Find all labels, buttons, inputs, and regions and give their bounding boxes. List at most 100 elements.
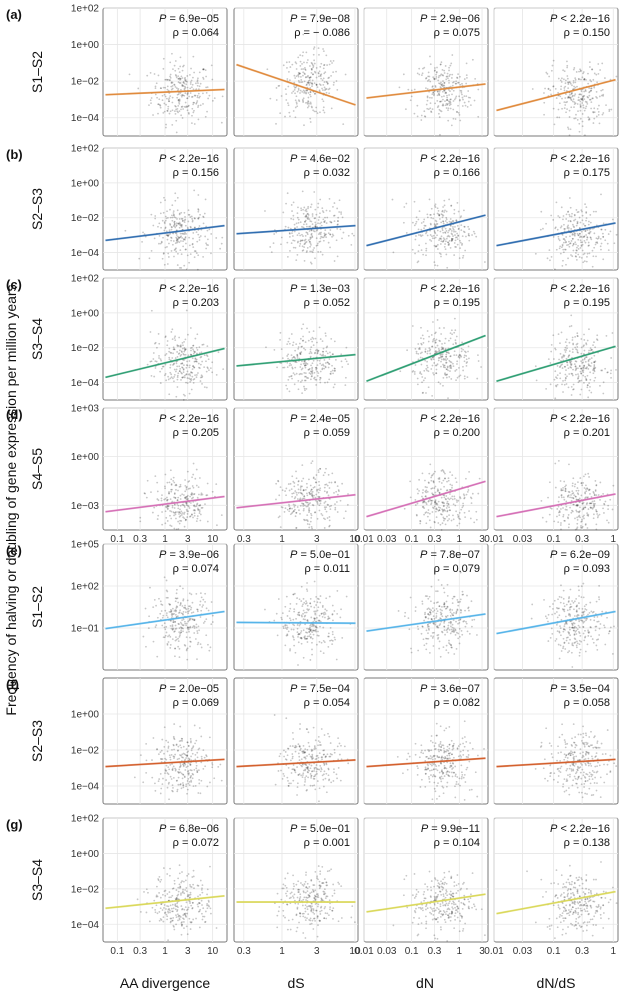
data-point	[601, 113, 604, 116]
data-point	[448, 94, 450, 96]
data-point	[462, 369, 465, 372]
data-point	[476, 377, 479, 380]
data-point	[584, 230, 587, 233]
data-point	[177, 88, 180, 90]
data-point	[441, 508, 443, 511]
data-point	[166, 238, 169, 241]
data-point	[319, 222, 321, 225]
p-symbol: P	[550, 13, 558, 25]
data-point	[577, 489, 580, 492]
data-point	[299, 380, 302, 383]
data-point	[309, 636, 312, 639]
data-point	[189, 327, 192, 329]
data-point	[571, 492, 574, 495]
data-point	[306, 102, 309, 105]
data-point	[615, 368, 617, 371]
data-point	[585, 503, 588, 505]
data-point	[301, 239, 303, 242]
data-point	[581, 96, 584, 99]
data-point	[571, 339, 574, 341]
data-point	[577, 351, 579, 354]
data-point	[324, 483, 327, 486]
rho-value-label: ρ = 0.052	[304, 297, 350, 309]
data-point	[305, 223, 308, 226]
data-point	[302, 609, 305, 612]
data-point	[192, 103, 195, 106]
data-point	[335, 70, 337, 73]
data-point	[168, 393, 171, 396]
data-point	[290, 364, 293, 366]
data-point	[568, 350, 571, 353]
data-point	[192, 232, 195, 234]
data-point	[297, 611, 300, 614]
data-point	[171, 101, 174, 104]
data-point	[321, 210, 324, 212]
data-point	[190, 96, 193, 98]
data-point	[585, 234, 588, 236]
data-point	[185, 631, 188, 634]
data-point	[440, 358, 443, 361]
data-point	[309, 659, 312, 661]
data-point	[593, 504, 595, 506]
data-point	[308, 77, 311, 79]
data-point	[168, 358, 171, 361]
data-point	[571, 95, 574, 98]
data-point	[304, 68, 307, 71]
data-point	[567, 386, 570, 389]
data-point	[597, 63, 600, 65]
data-point	[329, 508, 332, 511]
data-point	[290, 242, 293, 245]
data-point	[430, 476, 433, 479]
data-point	[422, 221, 425, 223]
data-point	[193, 189, 196, 192]
data-point	[305, 101, 307, 104]
data-point	[186, 377, 189, 379]
data-point	[306, 213, 309, 216]
data-point	[179, 249, 182, 251]
data-point	[459, 241, 462, 244]
data-point	[330, 221, 333, 224]
data-point	[183, 233, 186, 236]
data-point	[549, 362, 552, 364]
data-point	[333, 214, 336, 217]
data-point	[193, 619, 196, 622]
data-point	[579, 370, 582, 373]
data-point	[315, 368, 318, 371]
data-point	[181, 372, 183, 375]
data-point	[558, 496, 560, 499]
data-point	[208, 94, 211, 97]
data-point	[336, 485, 339, 488]
data-point	[584, 89, 587, 91]
data-point	[178, 336, 181, 339]
data-point	[178, 236, 181, 239]
data-point	[166, 481, 169, 484]
data-point	[178, 212, 181, 215]
data-point	[306, 604, 309, 607]
data-point	[177, 75, 180, 78]
data-point	[560, 77, 563, 80]
data-point	[414, 364, 417, 366]
data-point	[615, 75, 618, 78]
data-point	[468, 228, 471, 230]
data-point	[421, 392, 424, 394]
data-point	[174, 647, 176, 650]
data-point	[297, 480, 300, 483]
data-point	[174, 613, 177, 616]
data-point	[566, 225, 569, 228]
data-point	[165, 97, 168, 100]
data-point	[189, 378, 192, 381]
data-point	[286, 508, 289, 511]
data-point	[323, 367, 326, 370]
data-point	[189, 645, 191, 648]
data-point	[291, 210, 293, 212]
data-point	[417, 492, 419, 495]
data-point	[571, 510, 574, 513]
data-point	[176, 351, 179, 353]
data-point	[315, 493, 318, 496]
data-point	[449, 471, 451, 474]
data-point	[204, 592, 207, 595]
data-point	[179, 82, 182, 84]
data-point	[154, 367, 157, 369]
data-point	[457, 104, 459, 107]
data-point	[304, 215, 307, 218]
